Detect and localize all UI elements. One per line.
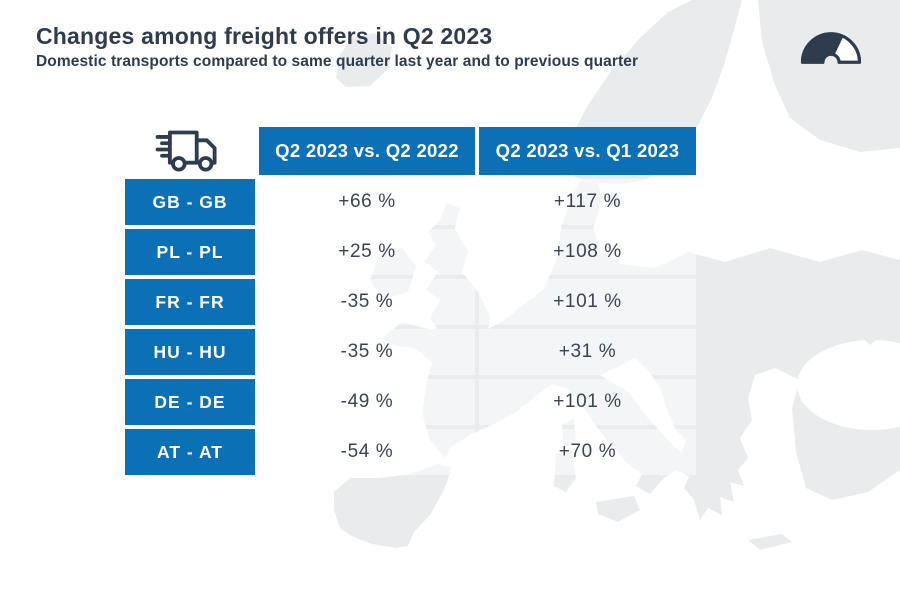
map-finland xyxy=(758,0,900,152)
map-crimea xyxy=(845,310,900,345)
freight-offers-table: Q2 2023 vs. Q2 2022 Q2 2023 vs. Q1 2023 … xyxy=(125,127,696,475)
value-pl-pl-vs-q2-2022: +25 % xyxy=(259,229,475,275)
row-label-hu-hu: HU - HU xyxy=(125,329,255,375)
page-subtitle: Domestic transports compared to same qua… xyxy=(36,52,639,70)
row-label-gb-gb: GB - GB xyxy=(125,179,255,225)
header-block: Changes among freight offers in Q2 2023 … xyxy=(36,22,638,71)
value-pl-pl-vs-q1-2023: +108 % xyxy=(479,229,696,275)
row-label-at-at: AT - AT xyxy=(125,429,255,475)
value-hu-hu-vs-q1-2023: +31 % xyxy=(479,329,696,375)
value-gb-gb-vs-q1-2023: +117 % xyxy=(479,179,696,225)
map-crete xyxy=(748,534,792,550)
value-gb-gb-vs-q2-2022: +66 % xyxy=(259,179,475,225)
column-header-vs-q2-2022: Q2 2023 vs. Q2 2022 xyxy=(259,127,475,175)
page-title: Changes among freight offers in Q2 2023 xyxy=(36,23,493,49)
map-sicily xyxy=(596,496,640,522)
barometer-gauge-icon xyxy=(800,32,862,64)
value-fr-fr-vs-q1-2023: +101 % xyxy=(479,279,696,325)
row-label-de-de: DE - DE xyxy=(125,379,255,425)
value-hu-hu-vs-q2-2022: -35 % xyxy=(259,329,475,375)
column-header-vs-q1-2023: Q2 2023 vs. Q1 2023 xyxy=(479,127,696,175)
value-at-at-vs-q2-2022: -54 % xyxy=(259,429,475,475)
value-de-de-vs-q2-2022: -49 % xyxy=(259,379,475,425)
delivery-truck-icon xyxy=(155,130,217,172)
row-label-pl-pl: PL - PL xyxy=(125,229,255,275)
table-corner-cell xyxy=(125,127,255,175)
value-de-de-vs-q1-2023: +101 % xyxy=(479,379,696,425)
value-at-at-vs-q1-2023: +70 % xyxy=(479,429,696,475)
map-black-sea xyxy=(797,340,900,430)
map-iceland xyxy=(336,33,392,87)
value-fr-fr-vs-q2-2022: -35 % xyxy=(259,279,475,325)
row-label-fr-fr: FR - FR xyxy=(125,279,255,325)
map-iberia xyxy=(334,464,452,548)
